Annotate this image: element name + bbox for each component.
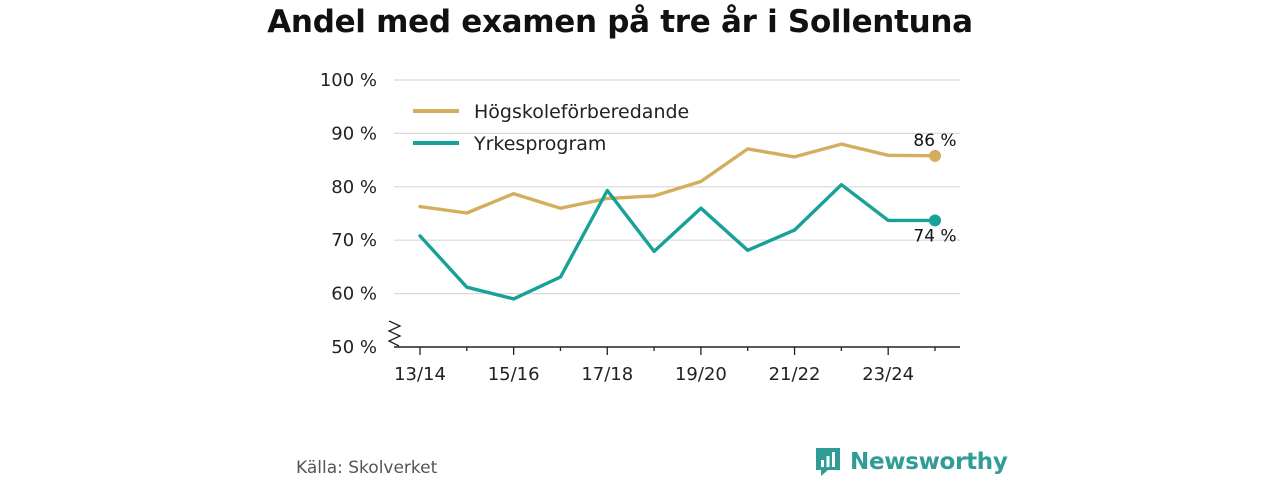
legend: Högskoleförberedande Yrkesprogram	[413, 101, 689, 155]
x-tick-label: 13/14	[394, 364, 446, 385]
x-tick-label: 19/20	[675, 364, 727, 385]
y-axis-tick-labels: 50 % 60 % 70 % 80 % 90 % 100 %	[320, 70, 377, 358]
axis-break-icon	[387, 320, 402, 347]
series-line-0	[418, 142, 937, 215]
y-tick-label: 80 %	[331, 177, 377, 198]
series-line-1	[418, 182, 937, 301]
x-tick-label: 15/16	[488, 364, 540, 385]
y-tick-label: 90 %	[331, 123, 377, 144]
brand-name: Newsworthy	[850, 449, 1008, 475]
x-tick-label: 17/18	[581, 364, 633, 385]
y-tick-label: 50 %	[331, 337, 377, 358]
y-tick-label: 60 %	[331, 284, 377, 305]
legend-label-1: Yrkesprogram	[473, 133, 606, 155]
end-label-0: 86 %	[913, 131, 956, 151]
x-tick-label: 23/24	[862, 364, 914, 385]
y-tick-label: 70 %	[331, 230, 377, 251]
end-point-1	[929, 214, 941, 227]
newsworthy-logo-icon	[816, 448, 840, 476]
y-tick-label: 100 %	[320, 70, 377, 91]
series-lines: 86 % 74 %	[418, 131, 957, 301]
x-tick-label: 21/22	[769, 364, 821, 385]
legend-label-0: Högskoleförberedande	[474, 101, 689, 123]
source-note: Källa: Skolverket	[296, 458, 438, 478]
end-point-0	[929, 149, 941, 162]
x-axis: 13/14 15/16 17/18 19/20 21/22 23/24	[387, 320, 960, 385]
brand[interactable]: Newsworthy	[814, 446, 1008, 478]
end-label-1: 74 %	[913, 226, 956, 246]
chart-title: Andel med examen på tre år i Sollentuna	[267, 4, 973, 40]
